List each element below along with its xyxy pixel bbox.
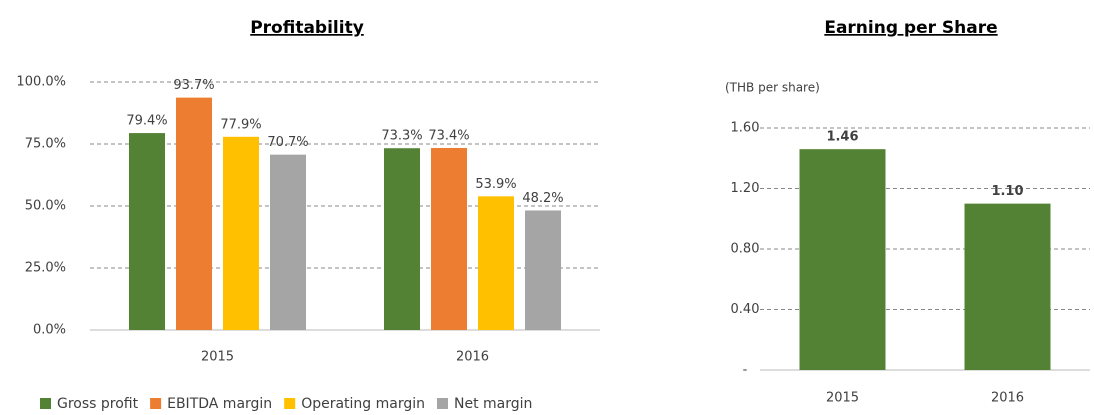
legend-label: Net margin: [454, 396, 532, 411]
data-label: 48.2%: [522, 191, 563, 206]
bar: [964, 203, 1051, 370]
bar: [270, 154, 306, 330]
y-tick-label: 0.80: [731, 242, 760, 257]
bar: [799, 149, 886, 370]
x-tick-label: 2016: [991, 391, 1024, 406]
legend-swatch: [284, 398, 296, 409]
bar: [223, 136, 259, 330]
y-tick-label: 50.0%: [25, 199, 66, 214]
bar: [525, 210, 561, 330]
data-label: 70.7%: [267, 135, 308, 150]
bar: [478, 196, 514, 330]
y-tick-label: 100.0%: [16, 75, 66, 90]
data-label: 73.3%: [381, 129, 422, 144]
chart-title: Earning per Share: [824, 18, 997, 38]
legend-swatch: [150, 398, 162, 409]
legend-swatch: [437, 398, 449, 409]
x-tick-label: 2016: [456, 350, 489, 365]
bar: [129, 133, 165, 330]
legend-label: Operating margin: [301, 396, 425, 411]
bar: [176, 97, 212, 331]
data-label: 73.4%: [428, 128, 469, 143]
x-tick-label: 2015: [201, 350, 234, 365]
chart-title: Profitability: [250, 18, 364, 38]
data-label: 53.9%: [475, 177, 516, 192]
y-tick-label: 1.60: [731, 121, 760, 136]
data-label: 93.7%: [173, 78, 214, 93]
x-tick-label: 2015: [826, 391, 859, 406]
legend-label: Gross profit: [57, 396, 139, 411]
y-tick-label: 1.20: [731, 181, 760, 196]
y-tick-label: 0.0%: [33, 323, 66, 338]
y-tick-label: 75.0%: [25, 137, 66, 152]
y-tick-label: -: [743, 363, 748, 378]
bar: [431, 147, 467, 330]
y-tick-label: 25.0%: [25, 261, 66, 276]
legend-label: EBITDA margin: [167, 396, 272, 411]
legend-swatch: [40, 398, 51, 409]
data-label: 77.9%: [220, 117, 261, 132]
bar: [384, 148, 420, 330]
data-label: 1.10: [991, 184, 1023, 199]
data-label: 1.46: [826, 130, 858, 145]
y-tick-label: 0.40: [731, 302, 760, 317]
data-label: 79.4%: [126, 114, 167, 129]
y-axis-label: (THB per share): [725, 81, 820, 95]
